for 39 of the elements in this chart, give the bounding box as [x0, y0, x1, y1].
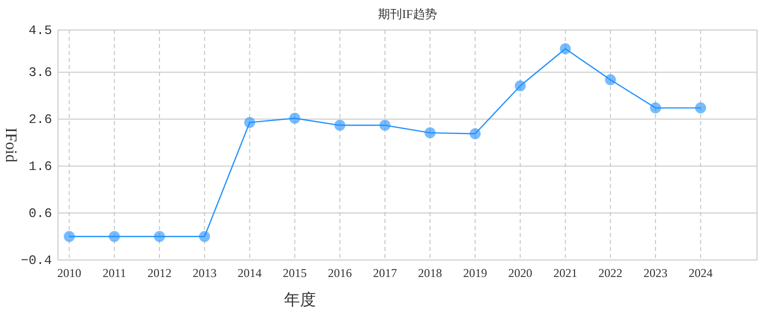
- point: [64, 231, 75, 242]
- point: [154, 231, 165, 242]
- x-tick-label: 2017: [372, 266, 397, 280]
- x-tick-label: 2016: [328, 266, 352, 280]
- point: [379, 120, 390, 131]
- x-tick-label: 2019: [463, 266, 488, 280]
- x-tick-label: 2011: [102, 266, 126, 280]
- point: [199, 231, 210, 242]
- x-tick-label: 2021: [553, 266, 578, 280]
- point: [334, 120, 346, 131]
- x-tick-label: 2013: [192, 266, 217, 280]
- y-tick-label: 2.6: [28, 112, 52, 128]
- x-tick-label: 2018: [418, 266, 442, 280]
- chart-title: 期刊IF趋势: [378, 7, 437, 21]
- y-tick-label: 4.5: [28, 23, 52, 38]
- point: [244, 116, 256, 128]
- point: [560, 43, 571, 54]
- x-tick-label: 2024: [688, 266, 713, 280]
- y-tick-label: 1.6: [28, 159, 52, 174]
- point: [650, 102, 662, 114]
- x-tick-label: 2015: [282, 266, 307, 280]
- x-tick-label: 2012: [147, 266, 172, 280]
- y-axis-title: IFoid: [2, 128, 19, 162]
- x-tick-label: 2014: [238, 266, 262, 280]
- y-tick-label: −0.4: [20, 253, 52, 268]
- point: [424, 127, 436, 138]
- x-axis-title: 年度: [284, 291, 316, 309]
- point: [514, 80, 526, 92]
- x-tick-label: 2010: [57, 266, 82, 280]
- y-tick-label: 3.6: [28, 65, 52, 80]
- x-tick-label: 2022: [598, 266, 622, 280]
- point: [604, 74, 616, 86]
- x-tick-label: 2020: [508, 266, 532, 280]
- point: [108, 231, 120, 242]
- point: [289, 112, 300, 124]
- point: [470, 128, 481, 140]
- x-tick-label: 2023: [644, 266, 668, 280]
- point: [695, 102, 706, 114]
- y-tick-label: 0.6: [28, 206, 52, 222]
